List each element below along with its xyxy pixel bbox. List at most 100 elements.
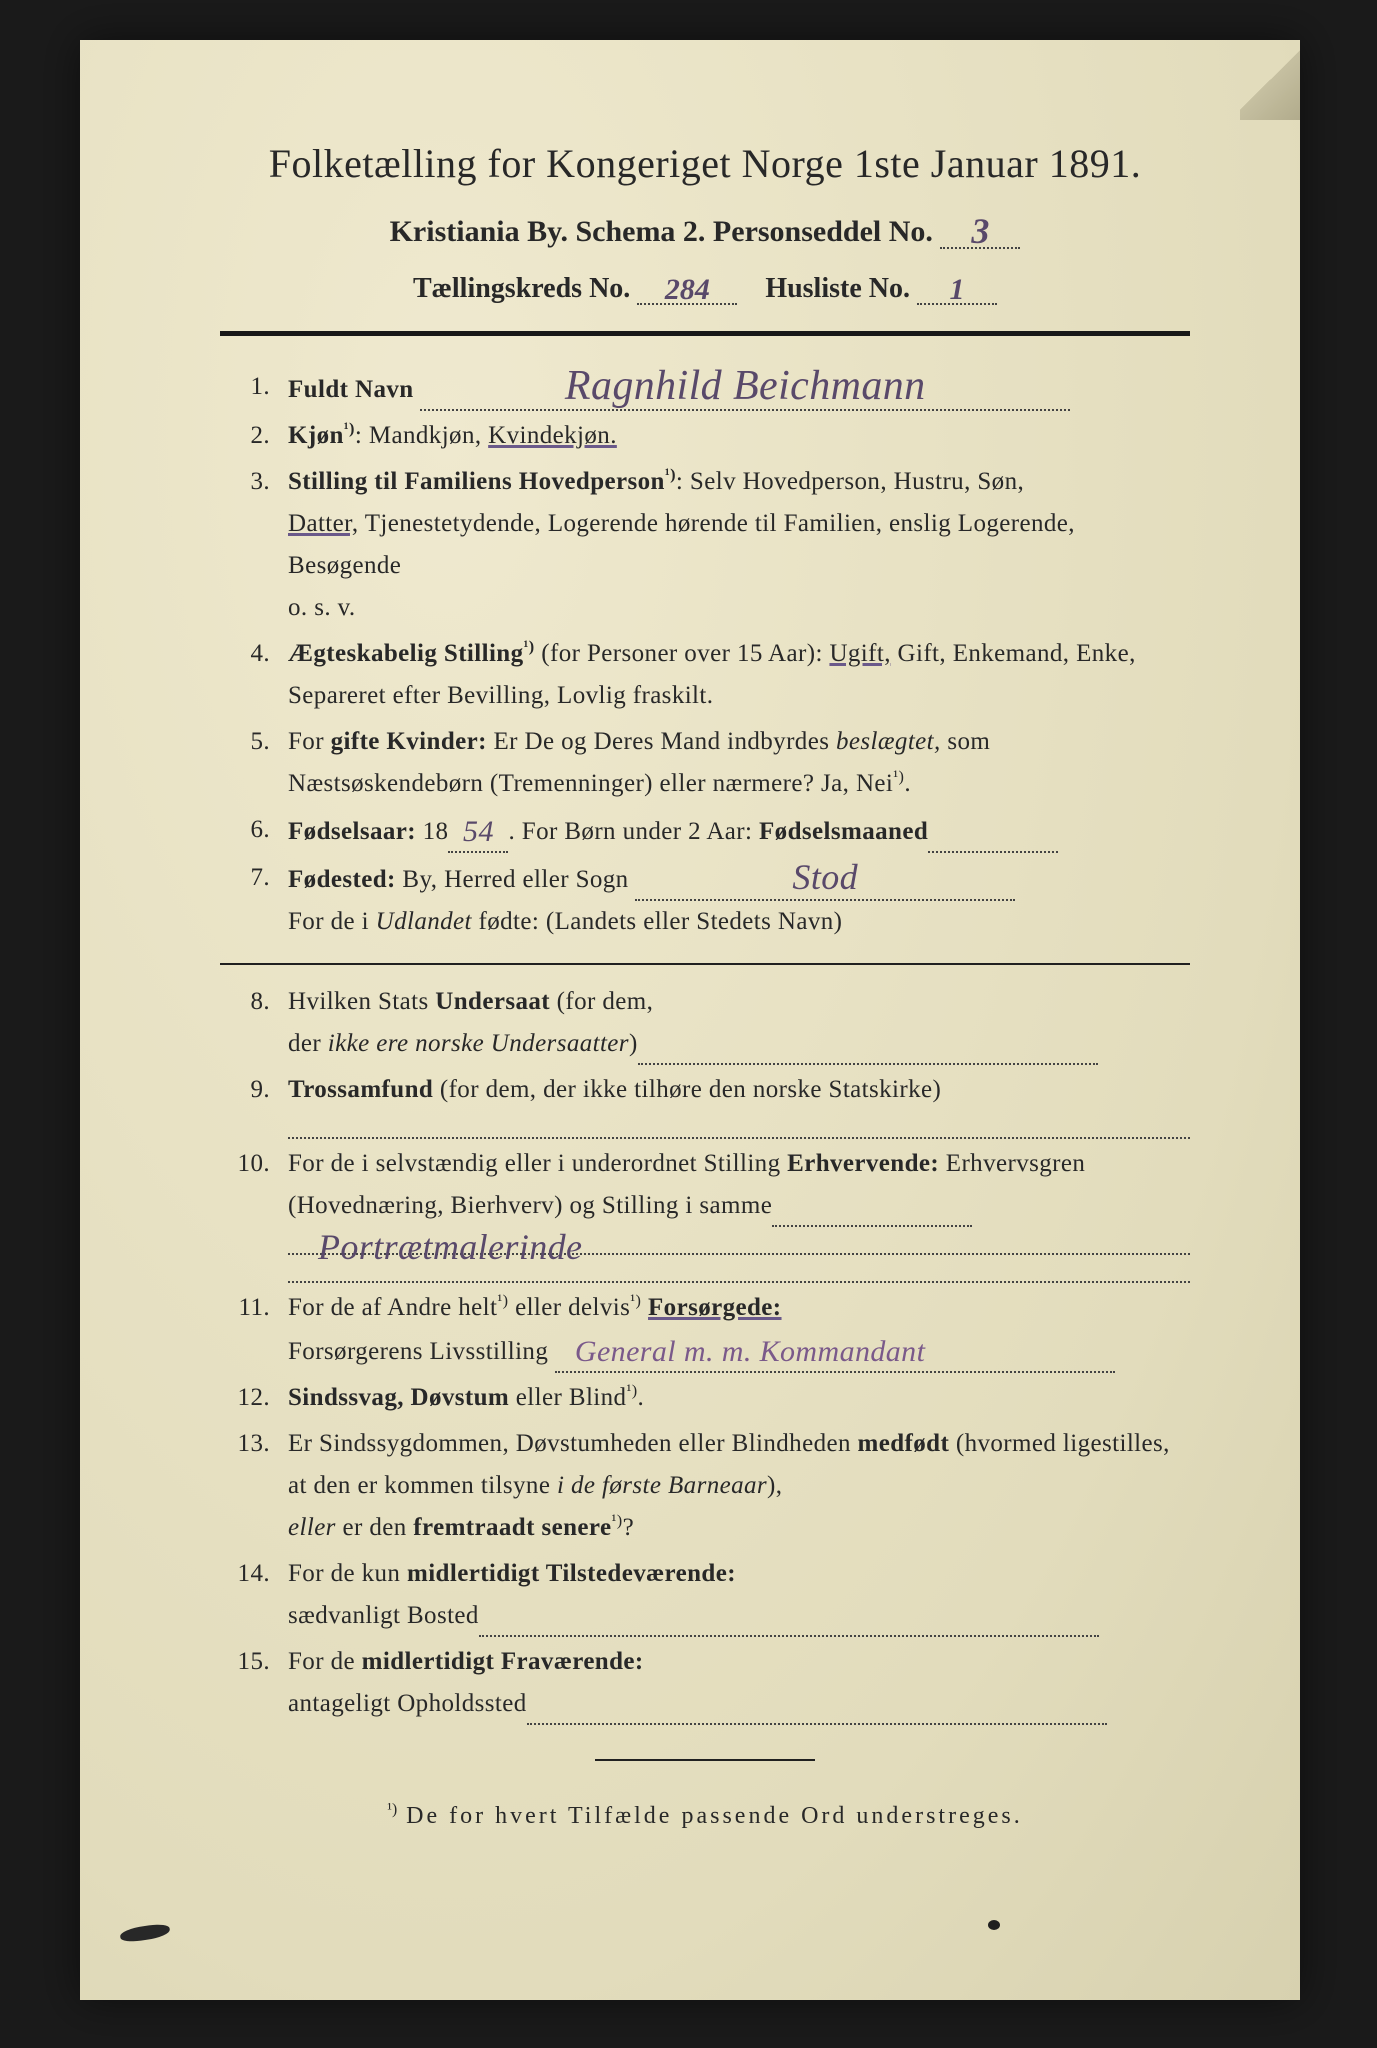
f14-b: midlertidigt Tilstedeværende: bbox=[407, 1560, 736, 1587]
field-1: 1. Fuldt Navn Ragnhild Beichmann bbox=[220, 366, 1190, 411]
f8-c: (for dem, bbox=[550, 988, 653, 1015]
husliste-label: Husliste No. bbox=[765, 273, 910, 304]
f12-label: Sindssvag, Døvstum bbox=[288, 1384, 509, 1411]
f2-label: Kjøn bbox=[288, 422, 344, 449]
f5-c: Er De og Deres Mand indbyrdes bbox=[487, 728, 836, 755]
field-7: 7. Fødested: By, Herred eller Sogn Stod … bbox=[220, 857, 1190, 943]
f4-ugift: Ugift, bbox=[829, 640, 890, 667]
f13-a: Er Sindssygdommen, Døvstumheden eller Bl… bbox=[288, 1430, 858, 1457]
field-9: 9. Trossamfund (for dem, der ikke tilhør… bbox=[220, 1069, 1190, 1139]
field-13: 13. Er Sindssygdommen, Døvstumheden elle… bbox=[220, 1423, 1190, 1549]
field-num: 10. bbox=[220, 1143, 270, 1185]
note-marker: ¹) bbox=[524, 638, 535, 656]
field-15: 15. For de midlertidigt Fraværende: anta… bbox=[220, 1641, 1190, 1725]
third-title: Tællingskreds No. 284 Husliste No. 1 bbox=[220, 271, 1190, 305]
f8-d: der bbox=[288, 1030, 328, 1057]
f14-a: For de kun bbox=[288, 1560, 407, 1587]
field-num: 11. bbox=[220, 1287, 270, 1329]
f5-d: beslægtet, bbox=[836, 728, 941, 755]
f7-place-value: Stod bbox=[792, 863, 858, 892]
field-12: 12. Sindssvag, Døvstum eller Blind¹). bbox=[220, 1377, 1190, 1419]
note-marker: ¹) bbox=[626, 1382, 637, 1400]
f15-b: midlertidigt Fraværende: bbox=[362, 1648, 644, 1675]
f7-a: By, Herred eller Sogn bbox=[396, 866, 629, 893]
note-marker: ¹) bbox=[344, 420, 355, 438]
field-num: 9. bbox=[220, 1069, 270, 1111]
f3-osv: o. s. v. bbox=[288, 594, 356, 621]
f11-value: General m. m. Kommandant bbox=[575, 1340, 925, 1364]
f13-f: eller bbox=[288, 1514, 336, 1541]
note-marker: ¹) bbox=[665, 466, 676, 484]
f7-d: fødte: (Landets eller Stedets Navn) bbox=[472, 908, 843, 935]
f10-field: Portrætmalerinde bbox=[288, 1227, 1190, 1255]
f15-c: antageligt Opholdssted bbox=[288, 1690, 527, 1717]
sub-title-text: Kristiania By. Schema 2. Personseddel No… bbox=[390, 215, 933, 248]
field-num: 5. bbox=[220, 721, 270, 763]
f15-a: For de bbox=[288, 1648, 362, 1675]
f11-c: Forsørgede: bbox=[648, 1294, 782, 1321]
field-3: 3. Stilling til Familiens Hovedperson¹):… bbox=[220, 461, 1190, 629]
f6-label: Fødselsaar: bbox=[288, 818, 416, 845]
f3-text-a: Selv Hovedperson, Hustru, Søn, bbox=[690, 468, 1024, 495]
field-list: 1. Fuldt Navn Ragnhild Beichmann 2. Kjøn… bbox=[220, 366, 1190, 1725]
f1-input: Ragnhild Beichmann bbox=[420, 366, 1070, 411]
f6-rest-b: Fødselsmaaned bbox=[759, 818, 928, 845]
field-num: 7. bbox=[220, 857, 270, 899]
husliste-no-field: 1 bbox=[917, 271, 997, 305]
f10-b: Erhvervende: bbox=[787, 1150, 939, 1177]
rule bbox=[220, 963, 1190, 965]
footnote-marker: ¹) bbox=[387, 1801, 397, 1818]
note-marker: ¹) bbox=[611, 1512, 622, 1530]
f8-field bbox=[638, 1063, 1098, 1065]
field-11: 11. For de af Andre helt¹) eller delvis¹… bbox=[220, 1287, 1190, 1373]
field-2: 2. Kjøn¹): Mandkjøn, Kvindekjøn. bbox=[220, 415, 1190, 457]
f13-h: fremtraadt senere bbox=[413, 1514, 611, 1541]
f14-c: sædvanligt Bosted bbox=[288, 1602, 479, 1629]
f8-a: Hvilken Stats bbox=[288, 988, 435, 1015]
f13-i: ? bbox=[623, 1514, 635, 1541]
f9-field bbox=[288, 1111, 1190, 1139]
f10-tail bbox=[772, 1225, 972, 1227]
field-num: 15. bbox=[220, 1641, 270, 1683]
field-num: 4. bbox=[220, 633, 270, 675]
field-5: 5. For gifte Kvinder: Er De og Deres Man… bbox=[220, 721, 1190, 805]
field-4: 4. Ægteskabelig Stilling¹) (for Personer… bbox=[220, 633, 1190, 717]
f1-label: Fuldt Navn bbox=[288, 376, 414, 403]
f5-b: gifte Kvinder: bbox=[331, 728, 487, 755]
field-num: 1. bbox=[220, 366, 270, 408]
f9-text: (for dem, der ikke tilhøre den norske St… bbox=[433, 1076, 941, 1103]
personseddel-no-field: 3 bbox=[940, 213, 1020, 249]
field-14: 14. For de kun midlertidigt Tilstedevære… bbox=[220, 1553, 1190, 1637]
f13-e: ), bbox=[767, 1472, 782, 1499]
taellingskreds-label: Tællingskreds No. bbox=[413, 273, 630, 304]
personseddel-no-value: 3 bbox=[971, 217, 989, 246]
f7-place-field: Stod bbox=[635, 857, 1015, 901]
f11-field: General m. m. Kommandant bbox=[555, 1329, 1115, 1373]
f13-b: medfødt bbox=[858, 1430, 950, 1457]
f8-b: Undersaat bbox=[435, 988, 550, 1015]
f6-month-field bbox=[928, 851, 1058, 853]
f8-e: ikke ere norske Undersaatter bbox=[328, 1030, 629, 1057]
ink-mark bbox=[119, 1923, 170, 1944]
f3-datter: Datter, bbox=[288, 510, 359, 537]
taellingskreds-no-field: 284 bbox=[637, 271, 737, 305]
f5-a: For bbox=[288, 728, 331, 755]
f6-prefix: 18 bbox=[416, 818, 448, 845]
f13-d: i de første Barneaar bbox=[557, 1472, 767, 1499]
f14-field bbox=[479, 1635, 1099, 1637]
field-num: 3. bbox=[220, 461, 270, 503]
footnote-text: De for hvert Tilfælde passende Ord under… bbox=[406, 1803, 1023, 1829]
f2-opt-a: Mandkjøn, bbox=[369, 422, 488, 449]
f6-rest-a: For Børn under 2 Aar: bbox=[515, 818, 759, 845]
f10-a: For de i selvstændig eller i underordnet… bbox=[288, 1150, 787, 1177]
f13-g: er den bbox=[336, 1514, 413, 1541]
note-marker: ¹) bbox=[630, 1292, 641, 1310]
f6-year-field: 54 bbox=[448, 809, 508, 853]
f9-label: Trossamfund bbox=[288, 1076, 433, 1103]
field-8: 8. Hvilken Stats Undersaat (for dem, der… bbox=[220, 981, 1190, 1065]
field-num: 8. bbox=[220, 981, 270, 1023]
f6-year-value: 54 bbox=[463, 820, 494, 844]
footnote: ¹) De for hvert Tilfælde passende Ord un… bbox=[220, 1801, 1190, 1830]
note-marker: ¹) bbox=[497, 1292, 508, 1310]
census-form-page: Folketælling for Kongeriget Norge 1ste J… bbox=[80, 40, 1300, 2000]
